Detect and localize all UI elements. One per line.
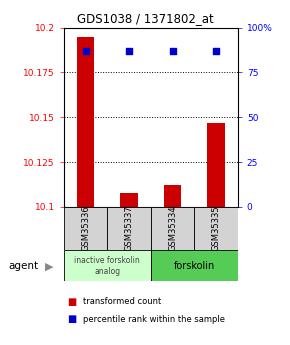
- Text: ■: ■: [67, 297, 76, 307]
- Bar: [77, 37, 94, 207]
- Point: [214, 48, 218, 54]
- Text: agent: agent: [9, 262, 39, 271]
- Point: [127, 48, 131, 54]
- Bar: [107, 207, 151, 250]
- Text: GSM35336: GSM35336: [81, 206, 90, 252]
- Bar: [64, 207, 107, 250]
- Text: ▶: ▶: [45, 262, 54, 271]
- Point: [83, 48, 88, 54]
- Bar: [64, 250, 151, 281]
- Text: ■: ■: [67, 314, 76, 324]
- Text: GDS1038 / 1371802_at: GDS1038 / 1371802_at: [77, 12, 213, 25]
- Bar: [151, 250, 238, 281]
- Text: transformed count: transformed count: [83, 297, 161, 306]
- Text: percentile rank within the sample: percentile rank within the sample: [83, 315, 225, 324]
- Bar: [120, 193, 138, 207]
- Bar: [194, 207, 238, 250]
- Text: GSM35334: GSM35334: [168, 206, 177, 252]
- Text: forskolin: forskolin: [174, 261, 215, 270]
- Text: GSM35337: GSM35337: [124, 206, 134, 252]
- Bar: [207, 123, 225, 207]
- Text: GSM35335: GSM35335: [211, 206, 221, 252]
- Text: inactive forskolin
analog: inactive forskolin analog: [75, 256, 140, 276]
- Point: [170, 48, 175, 54]
- Bar: [151, 207, 194, 250]
- Bar: [164, 186, 181, 207]
